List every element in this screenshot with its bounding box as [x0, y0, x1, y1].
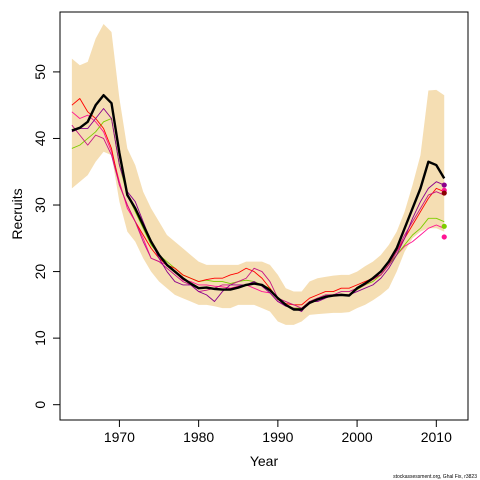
band-area	[71, 23, 445, 325]
x-axis-title: Year	[250, 453, 279, 469]
y-axis: 0 10 20 30 40 50	[32, 64, 60, 409]
x-tick-label: 1990	[262, 429, 293, 445]
end-point-3	[441, 190, 447, 196]
plot-frame	[59, 11, 469, 421]
series-line-main	[71, 94, 446, 311]
end-points	[441, 182, 447, 240]
x-tick-label: 1970	[104, 429, 135, 445]
series-lines	[71, 94, 446, 312]
end-point-1	[441, 182, 447, 188]
y-tick-label: 20	[32, 264, 48, 280]
x-tick-label: 1980	[183, 429, 214, 445]
y-axis-title: Recruits	[9, 188, 25, 239]
y-tick-label: 40	[32, 130, 48, 146]
end-point-5	[441, 234, 447, 240]
y-tick-label: 0	[32, 401, 48, 409]
series-line-4	[71, 124, 445, 309]
y-tick-label: 50	[32, 64, 48, 80]
x-axis: 1970 1980 1990 2000 2010	[104, 420, 452, 445]
y-tick-label: 30	[32, 197, 48, 213]
y-tick-label: 10	[32, 330, 48, 346]
x-tick-label: 2000	[342, 429, 373, 445]
confidence-band	[71, 23, 445, 325]
credit-note: stockassessment.org, Ghal Fix, r3823	[393, 474, 477, 480]
x-tick-label: 2010	[421, 429, 452, 445]
end-point-4	[441, 223, 447, 229]
